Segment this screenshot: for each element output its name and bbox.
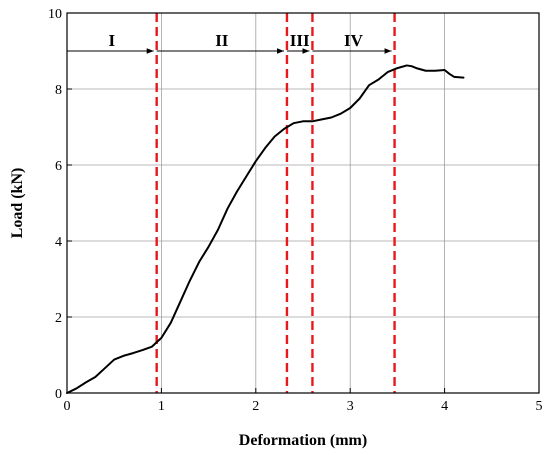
y-tick-label-1: 2 — [55, 311, 62, 326]
x-tick-label-5: 5 — [536, 399, 543, 414]
x-tick-label-2: 2 — [252, 399, 259, 414]
y-tick-label-5: 10 — [48, 7, 62, 22]
y-tick-label-2: 4 — [55, 235, 62, 250]
plot-frame — [66, 12, 540, 394]
x-axis-title: Deformation (mm) — [239, 432, 367, 449]
curve-layer — [66, 64, 465, 394]
y-tick-label-3: 6 — [55, 159, 62, 174]
axes — [66, 12, 540, 394]
grid-lines — [66, 12, 540, 394]
stage-label-3: III — [290, 31, 310, 50]
y-tick-label-4: 8 — [55, 83, 62, 98]
load-curve-0 — [66, 64, 465, 394]
stage-label-2: II — [215, 31, 229, 50]
y-axis-title: Load (kN) — [9, 168, 26, 239]
stage-label-1: I — [109, 31, 116, 50]
stage-label-4: IV — [344, 31, 364, 50]
stage-boundary-lines — [155, 13, 396, 393]
stage-arrows: I II III IV — [67, 31, 392, 54]
x-tick-label-0: 0 — [64, 399, 71, 414]
tick-labels: 0 1 2 3 4 5 0 2 4 6 8 10 — [48, 7, 543, 414]
x-tick-label-1: 1 — [158, 399, 165, 414]
x-tick-label-3: 3 — [347, 399, 354, 414]
x-tick-label-4: 4 — [441, 399, 448, 414]
y-tick-label-0: 0 — [55, 387, 62, 402]
